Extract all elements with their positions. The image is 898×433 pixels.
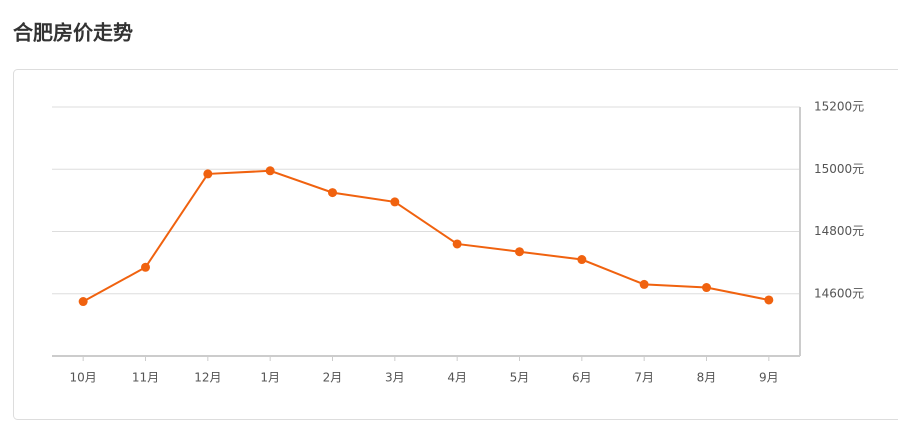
x-tick-label: 10月 xyxy=(70,371,97,385)
x-tick-label: 6月 xyxy=(572,371,592,385)
x-tick-label: 7月 xyxy=(634,371,654,385)
point xyxy=(266,166,275,175)
x-tick-label: 2月 xyxy=(323,371,343,385)
line xyxy=(83,171,769,302)
y-tick-label: 14600元 xyxy=(814,286,864,300)
point xyxy=(203,169,212,178)
point xyxy=(764,295,773,304)
x-tick-label: 3月 xyxy=(385,371,405,385)
point xyxy=(515,247,524,256)
point xyxy=(141,263,150,272)
y-tick-label: 15200元 xyxy=(814,100,864,114)
x-tick-label: 12月 xyxy=(194,371,221,385)
chart-title: 合肥房价走势 xyxy=(13,21,133,45)
point xyxy=(577,255,586,264)
x-tick-label: 8月 xyxy=(697,371,717,385)
point xyxy=(328,188,337,197)
x-tick-label: 9月 xyxy=(759,371,779,385)
point xyxy=(79,297,88,306)
point xyxy=(390,197,399,206)
x-tick-label: 5月 xyxy=(510,371,530,385)
x-tick-label: 11月 xyxy=(132,371,159,385)
point xyxy=(702,283,711,292)
x-tick-label: 4月 xyxy=(447,371,467,385)
point xyxy=(640,280,649,289)
y-tick-label: 14800元 xyxy=(814,224,864,238)
point xyxy=(453,239,462,248)
y-tick-label: 15000元 xyxy=(814,162,864,176)
x-tick-label: 1月 xyxy=(260,371,280,385)
